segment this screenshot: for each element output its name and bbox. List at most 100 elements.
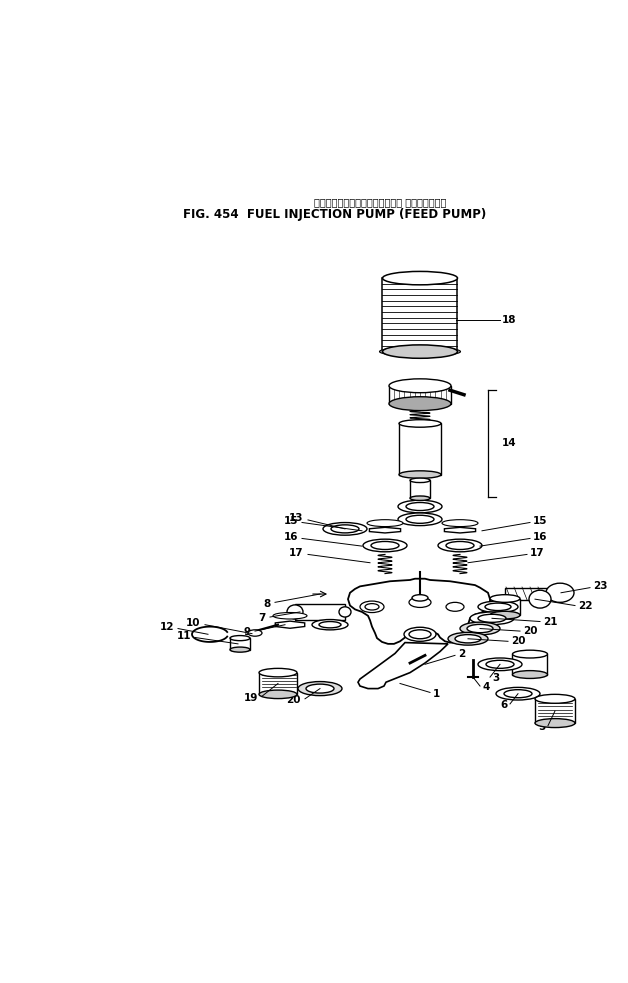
Ellipse shape	[248, 630, 262, 636]
Ellipse shape	[410, 478, 430, 483]
Ellipse shape	[404, 627, 436, 641]
Text: 1: 1	[433, 689, 440, 699]
Ellipse shape	[360, 601, 384, 612]
Text: 20: 20	[286, 695, 301, 705]
Ellipse shape	[535, 694, 575, 703]
Ellipse shape	[412, 595, 428, 601]
Ellipse shape	[504, 690, 532, 698]
Bar	[505, 588, 560, 601]
Ellipse shape	[259, 690, 297, 699]
Text: 22: 22	[578, 601, 592, 610]
Text: 14: 14	[502, 437, 517, 447]
Ellipse shape	[389, 397, 451, 411]
Ellipse shape	[399, 471, 441, 479]
Ellipse shape	[467, 624, 493, 633]
Ellipse shape	[410, 496, 430, 500]
Text: 17: 17	[288, 549, 303, 558]
Ellipse shape	[287, 605, 303, 619]
Text: 7: 7	[259, 613, 266, 623]
Text: 10: 10	[185, 618, 200, 628]
Ellipse shape	[455, 635, 481, 643]
Ellipse shape	[512, 670, 548, 678]
Text: 11: 11	[176, 631, 191, 641]
Ellipse shape	[363, 539, 407, 551]
Ellipse shape	[230, 647, 250, 652]
Bar	[382, 278, 458, 352]
Ellipse shape	[319, 621, 341, 628]
Bar	[490, 599, 520, 615]
Bar	[512, 654, 548, 674]
Ellipse shape	[442, 520, 478, 527]
Ellipse shape	[485, 604, 511, 610]
Ellipse shape	[486, 661, 514, 668]
Ellipse shape	[535, 719, 575, 727]
Ellipse shape	[478, 601, 518, 612]
Text: 4: 4	[483, 682, 490, 692]
Text: FIG. 454  FUEL INJECTION PUMP (FEED PUMP): FIG. 454 FUEL INJECTION PUMP (FEED PUMP)	[183, 208, 486, 221]
Ellipse shape	[409, 598, 431, 607]
Text: 16: 16	[533, 532, 548, 542]
Ellipse shape	[298, 681, 342, 696]
Polygon shape	[445, 527, 475, 533]
Ellipse shape	[448, 632, 488, 645]
Ellipse shape	[306, 684, 334, 693]
Ellipse shape	[546, 583, 574, 603]
Ellipse shape	[382, 271, 458, 285]
Ellipse shape	[365, 604, 379, 610]
Text: 6: 6	[501, 700, 508, 710]
Bar	[389, 385, 451, 404]
Text: 21: 21	[543, 616, 558, 626]
Ellipse shape	[409, 630, 431, 639]
Bar	[535, 699, 575, 723]
Text: 18: 18	[502, 315, 516, 325]
Ellipse shape	[389, 378, 451, 392]
Polygon shape	[358, 643, 448, 688]
Ellipse shape	[470, 612, 514, 624]
Ellipse shape	[323, 523, 367, 535]
Text: 17: 17	[530, 549, 544, 558]
Text: 2: 2	[458, 649, 465, 659]
Ellipse shape	[406, 515, 434, 523]
Ellipse shape	[379, 347, 460, 356]
Ellipse shape	[529, 590, 551, 608]
Bar	[410, 481, 430, 498]
Text: 16: 16	[283, 532, 298, 542]
Ellipse shape	[230, 636, 250, 641]
Ellipse shape	[490, 611, 520, 619]
Text: 9: 9	[244, 627, 251, 637]
Ellipse shape	[339, 607, 351, 617]
Text: 5: 5	[538, 722, 545, 732]
Ellipse shape	[382, 345, 458, 358]
Ellipse shape	[460, 622, 500, 635]
Ellipse shape	[331, 525, 359, 533]
Ellipse shape	[478, 658, 522, 670]
Polygon shape	[275, 621, 305, 628]
Ellipse shape	[496, 687, 540, 700]
Bar	[295, 605, 345, 619]
Text: 8: 8	[264, 599, 271, 608]
Ellipse shape	[406, 502, 434, 510]
Ellipse shape	[398, 513, 442, 526]
Ellipse shape	[438, 539, 482, 551]
Text: 20: 20	[511, 636, 526, 646]
Ellipse shape	[259, 668, 297, 677]
Bar	[399, 424, 441, 475]
Text: フュエルインジェクションポンプ フィードポンプ: フュエルインジェクションポンプ フィードポンプ	[314, 197, 447, 206]
Text: 23: 23	[593, 581, 607, 592]
Text: 3: 3	[492, 673, 499, 683]
Ellipse shape	[371, 542, 399, 549]
Ellipse shape	[273, 612, 307, 619]
Ellipse shape	[446, 542, 474, 549]
Ellipse shape	[478, 614, 506, 622]
Polygon shape	[369, 527, 401, 533]
Text: 12: 12	[160, 622, 174, 632]
Ellipse shape	[512, 650, 548, 658]
Ellipse shape	[312, 619, 348, 630]
Ellipse shape	[446, 603, 464, 611]
Ellipse shape	[367, 520, 403, 527]
Polygon shape	[348, 579, 490, 644]
Text: 13: 13	[288, 513, 303, 523]
Ellipse shape	[398, 500, 442, 513]
Text: 20: 20	[523, 626, 538, 636]
Text: 15: 15	[283, 516, 298, 526]
